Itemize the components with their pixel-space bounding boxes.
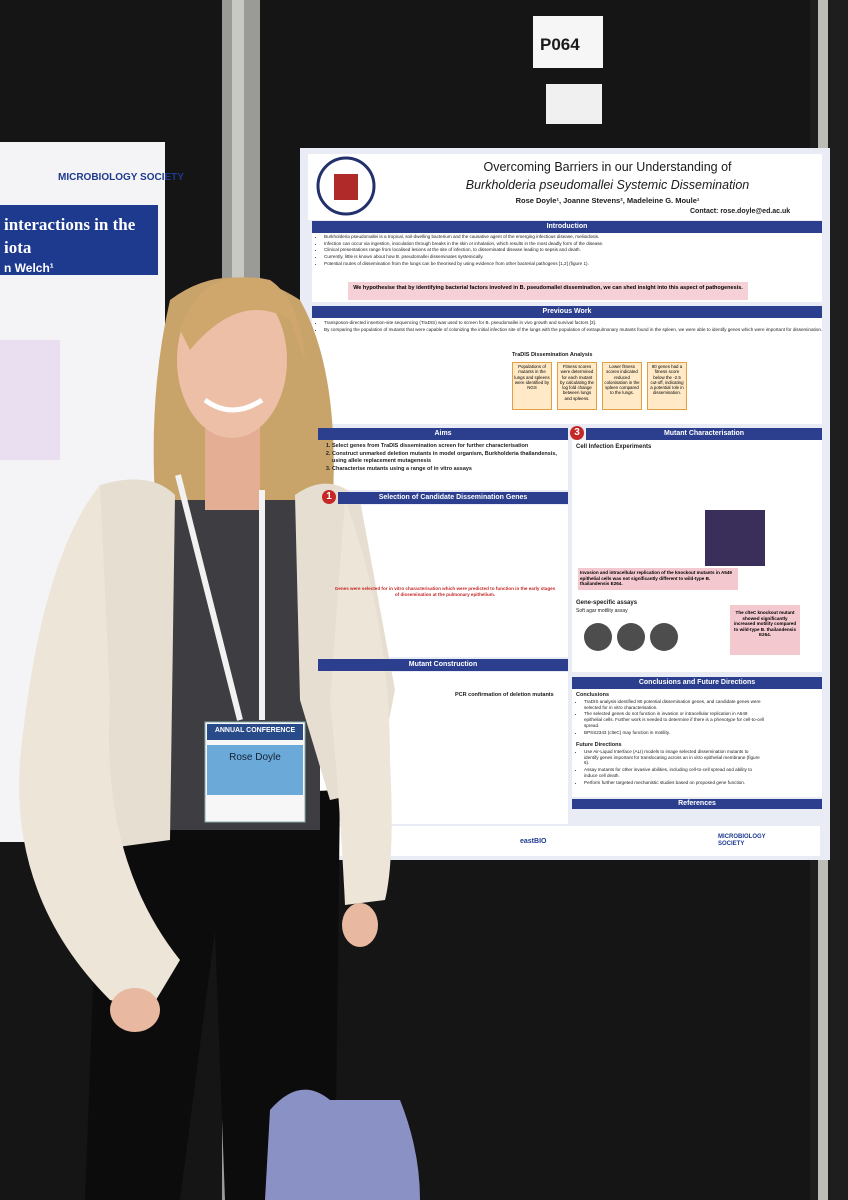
badge-name: Rose Doyle (229, 752, 281, 763)
intro-bullet: Potential routes of dissemination from t… (324, 261, 669, 267)
analysis-step: Populations of mutants in the lungs and … (512, 362, 552, 410)
previous-work-bullet: By comparing the population of mutants t… (324, 327, 824, 333)
intro-bullet: Burkholderia pseudomallei is a tropical,… (324, 234, 669, 240)
hypothesis: We hypothesise that by identifying bacte… (353, 285, 743, 291)
sub-heading: Cell Infection Experiments (576, 444, 652, 450)
intro-bullet: Currently, little is known about how B. … (324, 254, 669, 260)
section-heading: Selection of Candidate Dissemination Gen… (338, 492, 568, 504)
intro-bullet: Clinical presentations range from locali… (324, 247, 669, 253)
aim-item: Construct unmarked deletion mutants in m… (332, 451, 572, 465)
previous-work-list: Transposon-directed insertion-site seque… (316, 320, 824, 333)
section-heading: Previous Work (312, 306, 822, 318)
analysis-title: TraDIS Dissemination Analysis (512, 352, 593, 358)
future-bullet: Perform further targeted mechanistic stu… (584, 780, 764, 786)
intro-list: Burkholderia pseudomallei is a tropical,… (316, 234, 669, 268)
section-number: 3 (570, 426, 584, 440)
pcr-title: PCR confirmation of deletion mutants (455, 692, 554, 698)
conclusion-bullet: The selected genes do not function in in… (584, 711, 764, 728)
aim-item: Select genes from TraDIS dissemination s… (332, 443, 572, 450)
future-bullet: Use Air-Liquid Interface (ALI) models to… (584, 749, 764, 766)
motility-result: The clteC knockout mutant showed signifi… (733, 610, 797, 637)
footer-logo: eastBIO (520, 838, 547, 845)
future-list: Use Air-Liquid Interface (ALI) models to… (576, 749, 764, 786)
badge-event: ANNUAL CONFERENCE (214, 727, 296, 734)
poster-authors: Rose Doyle¹, Joanne Stevens², Madeleine … (515, 196, 700, 205)
section-heading: References (572, 799, 822, 809)
conclusions-title: Conclusions (576, 692, 610, 698)
future-title: Future Directions (576, 742, 622, 748)
section-heading: Aims (318, 428, 568, 440)
infection-result: Invasion and intracellular replication o… (580, 570, 732, 586)
previous-work-bullet: Transposon-directed insertion-site seque… (324, 320, 824, 326)
left-poster-society: MICROBIOLOGY SOCIETY (58, 172, 184, 183)
conclusion-bullet: BPSS2343 (clteC) may function in motilit… (584, 730, 764, 736)
section-heading: Mutant Construction (318, 659, 568, 671)
section-number: 1 (322, 490, 336, 504)
analysis-step: 80 genes had a fitness score below the -… (647, 362, 687, 410)
footer-logo: MICROBIOLOGY SOCIETY (718, 834, 766, 847)
section-heading: Conclusions and Future Directions (572, 677, 822, 689)
selection-note: Genes were selected for in vitro charact… (334, 586, 556, 597)
poster-title: Overcoming Barriers in our Understanding… (483, 160, 732, 174)
poster-title: Burkholderia pseudomallei Systemic Disse… (465, 178, 750, 192)
left-poster-title: interactions in the (4, 215, 136, 234)
left-poster-title: iota (4, 238, 32, 257)
conclusion-bullet: TraDIS analysis identified 80 potential … (584, 699, 764, 710)
analysis-step: Fitness scores were determined for each … (557, 362, 597, 410)
aims-list: Select genes from TraDIS dissemination s… (322, 443, 572, 474)
poster-contact: Contact: rose.doyle@ed.ac.uk (690, 208, 791, 215)
board-number: P064 (540, 35, 580, 54)
left-poster-author: n Welch¹ (4, 261, 54, 275)
aim-item: Characterise mutants using a range of in… (332, 466, 572, 473)
intro-bullet: Infection can occur via ingestion, inocu… (324, 241, 669, 247)
future-bullet: Assay mutants for other invasive abiliti… (584, 767, 764, 778)
conclusions-list: TraDIS analysis identified 80 potential … (576, 699, 764, 736)
assay-name: Soft agar motility assay (576, 608, 628, 614)
assays-heading: Gene-specific assays (576, 600, 638, 606)
analysis-step: Lower fitness scores indicated reduced c… (602, 362, 642, 410)
section-heading: Introduction (312, 221, 822, 233)
section-heading: Mutant Characterisation (586, 428, 822, 440)
